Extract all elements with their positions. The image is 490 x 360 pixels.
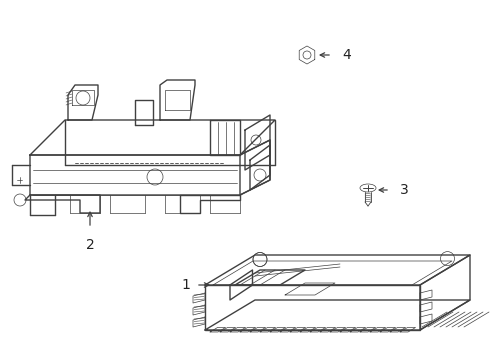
Text: 4: 4 — [342, 48, 351, 62]
Text: 3: 3 — [400, 183, 409, 197]
Text: 1: 1 — [182, 278, 191, 292]
Text: 2: 2 — [86, 238, 95, 252]
